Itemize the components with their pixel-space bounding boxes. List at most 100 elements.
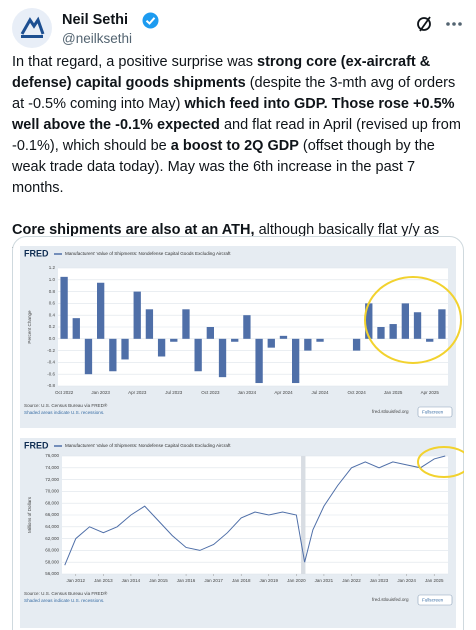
bar: [292, 338, 300, 384]
bar: [145, 309, 154, 339]
bold-text: which feed into GDP. Those rose +0.5% we…: [12, 96, 455, 133]
site-link: fred.stlouisfed.org: [372, 597, 409, 602]
site-link: fred.stlouisfed.org: [372, 409, 409, 414]
x-tick-label: Apr 2024: [274, 390, 293, 395]
y-tick-label: 70,000: [45, 489, 59, 494]
highlight-circle: [364, 276, 462, 364]
y-tick-label: 74,000: [45, 465, 59, 470]
fred-logo: FRED: [24, 440, 49, 450]
text: and flat read in April (revised up from …: [12, 117, 461, 154]
bar: [97, 282, 105, 339]
bar: [84, 338, 93, 375]
bar: [389, 324, 397, 339]
y-tick-label: -0.2: [47, 348, 55, 353]
bar: [72, 318, 80, 339]
bar: [157, 338, 166, 357]
x-tick-label: Jan 2024: [397, 578, 416, 583]
author-handle[interactable]: @neilksethi: [62, 31, 132, 46]
y-tick-label: -0.8: [47, 383, 55, 388]
bar: [352, 338, 361, 351]
y-tick-label: 72,000: [45, 477, 59, 482]
line-series: [64, 455, 446, 566]
x-tick-label: Jan 2016: [177, 578, 196, 583]
x-tick-label: Jan 2014: [122, 578, 141, 583]
bar: [109, 338, 117, 372]
fullscreen-label[interactable]: Fullscreen: [422, 410, 444, 415]
x-tick-label: Jan 2013: [94, 578, 113, 583]
fullscreen-label[interactable]: Fullscreen: [422, 598, 444, 603]
bar: [316, 338, 324, 342]
author-name[interactable]: Neil Sethi: [62, 12, 129, 28]
y-tick-label: 58,000: [45, 559, 59, 564]
text: In that regard, a positive surprise was: [12, 54, 258, 70]
bar: [170, 338, 178, 342]
bar: [243, 315, 251, 339]
x-tick-label: Jan 2025: [384, 390, 403, 395]
bar: [413, 312, 422, 339]
bar: [365, 303, 373, 339]
recession-shade: [301, 456, 306, 574]
y-tick-label: 0.6: [49, 301, 56, 306]
bar: [231, 338, 239, 342]
tweet-header: Neil Sethi @neilksethi: [12, 6, 464, 48]
x-tick-label: Jan 2019: [260, 578, 279, 583]
bold-text: a boost to 2Q GDP: [170, 138, 299, 154]
y-tick-label: 66,000: [45, 512, 59, 517]
avatar[interactable]: [12, 8, 52, 48]
chart-title: Manufacturers' Value of Shipments: Nonde…: [65, 443, 231, 448]
bar: [194, 338, 202, 372]
y-tick-label: 0.2: [49, 324, 56, 329]
x-tick-label: Jan 2023: [370, 578, 389, 583]
fred-logo: FRED: [24, 248, 49, 258]
bar: [267, 338, 275, 348]
y-tick-label: -0.6: [47, 371, 55, 376]
x-tick-label: Jul 2023: [165, 390, 183, 395]
media-card: FRED Manufacturers' Value of Shipments: N…: [12, 236, 464, 630]
text: (despite the 3-mth avg of orders at -0.5…: [12, 75, 456, 112]
y-axis-label: Millions of Dollars: [27, 496, 32, 533]
y-tick-label: 0.8: [49, 289, 56, 294]
x-tick-label: Jan 2021: [315, 578, 334, 583]
fullscreen-button: [417, 594, 453, 606]
bar: [121, 338, 129, 360]
y-tick-label: 76,000: [45, 453, 59, 458]
y-axis-label: Percent Change: [27, 310, 32, 344]
y-tick-label: -0.4: [47, 360, 55, 365]
y-tick-label: 1.0: [49, 277, 56, 282]
bar: [182, 309, 190, 339]
recession-note: Shaded areas indicate U.S. recessions.: [24, 410, 104, 415]
y-tick-label: 56,000: [45, 571, 59, 576]
bar: [401, 303, 409, 339]
verified-badge: [142, 12, 159, 29]
x-tick-label: Jan 2015: [149, 578, 168, 583]
bold-text: strong core (ex-aircraft & defense) capi…: [12, 54, 431, 91]
x-tick-label: Jan 2017: [204, 578, 223, 583]
paragraph: In that regard, a positive surprise was …: [12, 52, 464, 199]
bar: [304, 338, 312, 351]
header-icons: [417, 16, 462, 32]
bar: [206, 327, 214, 339]
y-tick-label: 0.4: [49, 312, 56, 317]
grok-icon[interactable]: [417, 16, 431, 32]
source-note: Source: U.S. Census Bureau via FRED®: [24, 590, 108, 596]
x-tick-label: Jan 2024: [238, 390, 257, 395]
bold-text: Core shipments are also at an ATH,: [12, 222, 255, 238]
x-tick-label: Oct 2024: [347, 390, 366, 395]
y-tick-label: 68,000: [45, 500, 59, 505]
more-menu[interactable]: [446, 22, 462, 26]
text: (offset though by the weak trade data to…: [12, 138, 435, 196]
highlight-circle: [417, 446, 464, 478]
bar: [218, 338, 227, 378]
x-tick-label: Apr 2025: [421, 390, 440, 395]
x-tick-label: Jan 2022: [342, 578, 361, 583]
y-tick-label: 0.0: [49, 336, 56, 341]
x-tick-label: Jan 2012: [67, 578, 86, 583]
source-note: Source: U.S. Census Bureau via FRED®: [24, 402, 108, 408]
bar: [133, 291, 141, 339]
x-tick-label: Apr 2023: [128, 390, 147, 395]
x-tick-label: Jan 2025: [425, 578, 444, 583]
fullscreen-button: [417, 406, 453, 418]
x-tick-label: Jul 2024: [312, 390, 330, 395]
bar: [426, 338, 434, 342]
